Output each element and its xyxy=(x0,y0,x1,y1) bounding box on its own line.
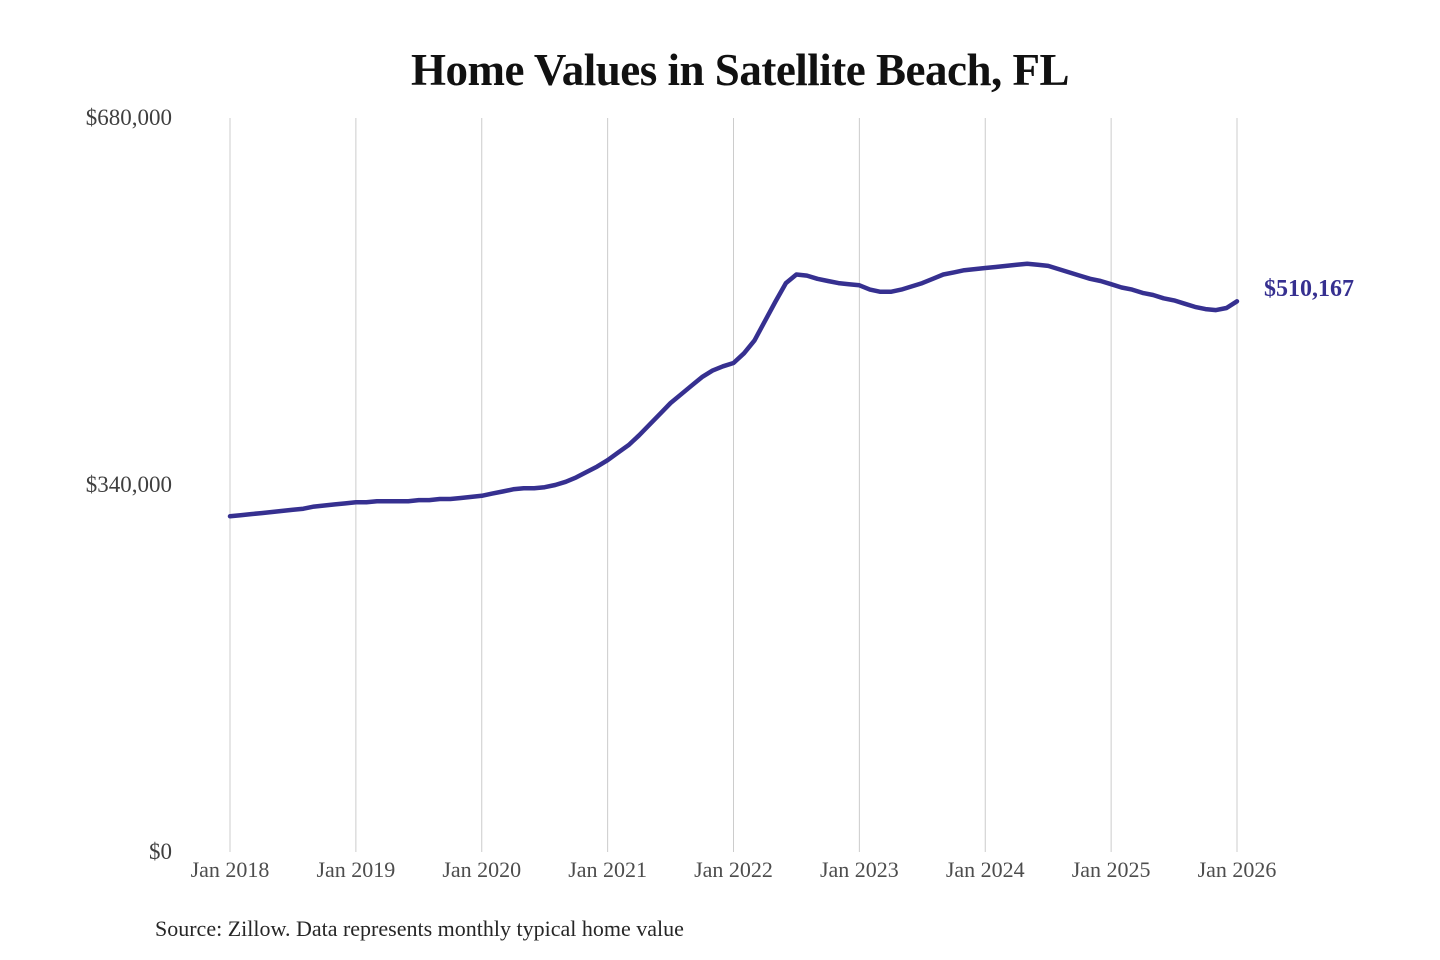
x-axis-tick-label: Jan 2026 xyxy=(1197,857,1277,882)
y-axis-tick-label: $340,000 xyxy=(85,472,172,497)
source-note: Source: Zillow. Data represents monthly … xyxy=(155,916,684,941)
chart-title: Home Values in Satellite Beach, FL xyxy=(411,45,1070,95)
current-value-label: $510,167 xyxy=(1264,276,1354,303)
x-axis-tick-label: Jan 2024 xyxy=(945,857,1025,882)
x-axis-tick-label: Jan 2025 xyxy=(1071,857,1151,882)
y-axis-tick-label: $680,000 xyxy=(85,105,172,130)
x-axis-tick-label: Jan 2022 xyxy=(694,857,773,882)
home-value-line xyxy=(227,261,1240,519)
x-axis-tick-label: Jan 2020 xyxy=(442,857,522,882)
x-axis-tick-label: Jan 2019 xyxy=(316,857,396,882)
y-axis-tick-label: $0 xyxy=(149,839,172,864)
x-axis-tick-label: Jan 2023 xyxy=(819,857,899,882)
x-axis-tick-label: Jan 2018 xyxy=(190,857,270,882)
x-axis-tick-label: Jan 2021 xyxy=(568,857,648,882)
